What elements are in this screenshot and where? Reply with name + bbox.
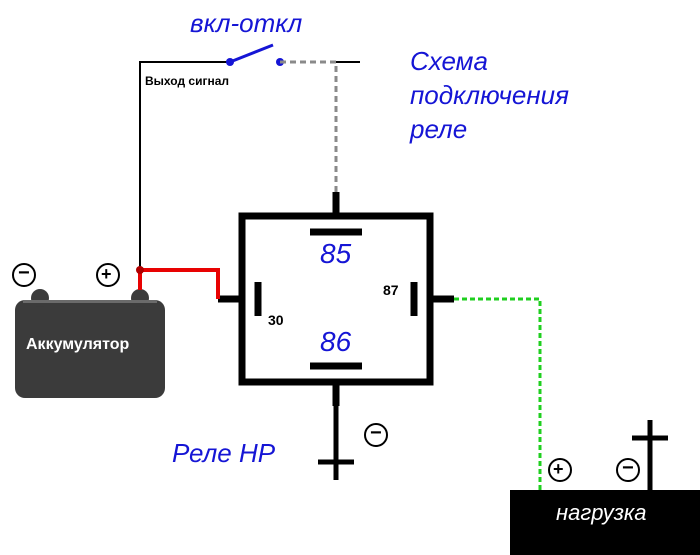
- load-label: нагрузка: [556, 500, 647, 526]
- pin-87-label: 87: [383, 282, 399, 298]
- pin-30-terminal: [218, 282, 258, 316]
- pin-86-terminal: [310, 366, 362, 406]
- battery-plus-text: +: [101, 264, 112, 285]
- relay-label: Реле НР: [172, 438, 275, 469]
- wire-red-battery-to-30: [140, 270, 218, 299]
- ground-relay: [318, 406, 354, 480]
- pin-30-label: 30: [268, 312, 284, 328]
- junction-dot: [136, 266, 144, 274]
- signal-label: Выход сигнал: [145, 74, 229, 88]
- pin-86-label: 86: [320, 326, 351, 358]
- wire-signal-black: [140, 62, 230, 270]
- load-plus-text: +: [553, 459, 564, 480]
- wire-gray-dashed: [280, 62, 336, 192]
- title-line-3: реле: [410, 114, 467, 145]
- pin-85-label: 85: [320, 238, 351, 270]
- title-line-2: подключения: [410, 80, 569, 111]
- wire-green-dashed: [454, 299, 540, 490]
- load-minus-text: −: [622, 457, 634, 480]
- ground-load: [632, 420, 668, 490]
- battery-label: Аккумулятор: [26, 336, 129, 354]
- battery-minus-text: −: [18, 262, 30, 285]
- switch-label: вкл-откл: [190, 8, 302, 39]
- switch: [226, 45, 284, 66]
- title-line-1: Схема: [410, 46, 488, 77]
- relay-minus-text: −: [370, 422, 382, 445]
- pin-85-terminal: [310, 192, 362, 232]
- pin-87-terminal: [414, 282, 454, 316]
